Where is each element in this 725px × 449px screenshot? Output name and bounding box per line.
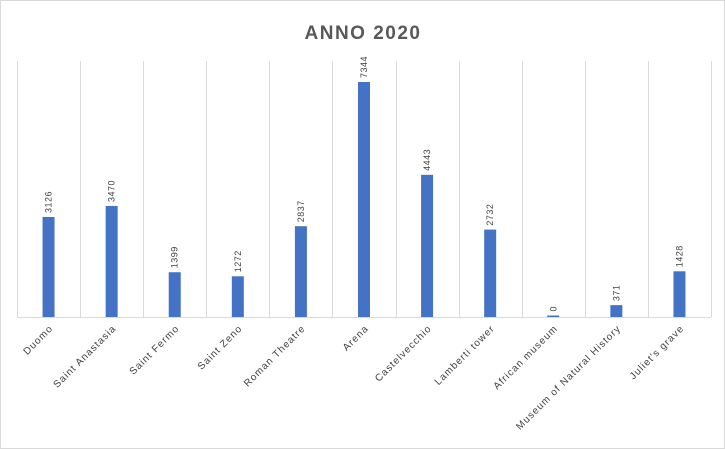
bar [673,271,686,317]
data-label: 1428 [674,245,684,267]
data-label: 3126 [44,191,54,213]
category-label: Castelvecchio [373,323,434,384]
category-label: Saint Fermo [128,323,182,377]
bar [358,81,370,317]
data-labels: 3126 3470 1399 1272 2837 7344 4443 2732 0 371 1428 [44,56,685,312]
category-label: Roman Theatre [242,323,308,389]
category-label: Saint Zeno [196,323,245,372]
data-label: 1272 [233,250,243,272]
category-label: Museum of Natural History [514,323,623,432]
data-label: 371 [611,285,621,302]
bar [42,216,55,317]
chart-title: ANNO 2020 [305,23,422,44]
bar [168,272,181,317]
category-label: Arena [341,323,371,353]
data-label: 7344 [359,56,369,78]
bar [105,205,118,317]
bars [42,81,686,317]
bar [547,315,560,317]
gridlines [17,61,712,317]
bar [294,226,307,317]
data-label: 0 [548,306,558,312]
category-label: Juliet's grave [628,323,687,382]
category-label: Duomo [22,323,56,357]
data-label: 2837 [296,200,306,222]
category-label: Saint Anastasia [52,323,119,390]
bar [421,174,434,317]
data-label: 2732 [485,204,495,226]
data-label: 3470 [107,180,117,202]
bar [231,276,244,317]
data-label: 4443 [422,149,432,171]
category-label: Lamberti tower [433,323,497,387]
data-label: 1399 [170,246,180,268]
bar [484,229,497,317]
bar [610,305,623,317]
category-label: African museum [492,323,561,392]
